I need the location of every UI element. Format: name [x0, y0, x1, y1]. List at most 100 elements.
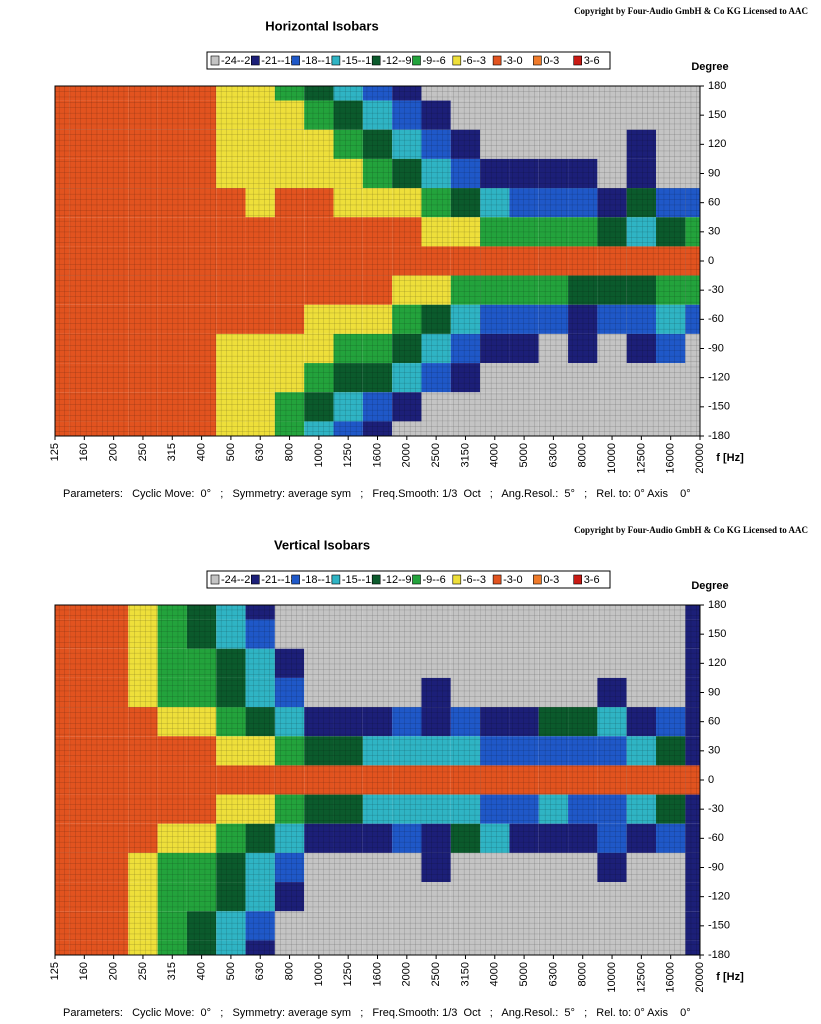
- x-tick-label: 125: [49, 962, 61, 980]
- y-tick-label: -90: [708, 342, 724, 354]
- x-tick-label: 800: [283, 962, 295, 980]
- y-tick-label: 180: [708, 80, 726, 92]
- x-tick-label: 4000: [489, 443, 501, 467]
- legend-label: -21--18: [261, 574, 296, 586]
- grid-mesh: [54, 85, 701, 437]
- legend-swatch: [533, 574, 542, 585]
- y-tick-label: 90: [708, 686, 720, 698]
- legend-label: 0-3: [543, 574, 559, 586]
- legend-label: 3-6: [584, 55, 600, 67]
- x-tick-label: 10000: [606, 962, 618, 993]
- x-axis-label: f [Hz]: [716, 971, 744, 983]
- y-tick-label: 180: [708, 599, 726, 611]
- x-tick-label: 20000: [694, 443, 706, 474]
- x-tick-label: 630: [254, 962, 266, 980]
- legend-swatch: [573, 574, 583, 585]
- y-tick-label: -120: [708, 891, 730, 903]
- legend-label: -15--12: [342, 574, 377, 586]
- x-tick-label: 10000: [606, 443, 618, 474]
- legend-label: -15--12: [342, 55, 377, 67]
- y-tick-label: -90: [708, 861, 724, 873]
- legend-label: -24--21: [221, 574, 256, 586]
- x-tick-label: 2000: [401, 962, 413, 986]
- x-tick-label: 2500: [430, 443, 442, 467]
- y-tick-label: 120: [708, 657, 726, 669]
- legend-label: -9--6: [423, 574, 446, 586]
- y-tick-label: -60: [708, 313, 724, 325]
- legend-label: -3-0: [503, 574, 523, 586]
- legend-label: -3-0: [503, 55, 523, 67]
- x-tick-label: 12500: [635, 962, 647, 993]
- y-tick-label: -180: [708, 430, 730, 442]
- x-tick-label: 8000: [577, 962, 589, 986]
- y-tick-label: 150: [708, 628, 726, 640]
- x-tick-label: 500: [225, 443, 237, 461]
- x-tick-label: 315: [166, 962, 178, 980]
- legend-swatch: [331, 574, 341, 585]
- y-tick-label: 0: [708, 255, 714, 267]
- y-tick-label: -120: [708, 372, 730, 384]
- x-tick-label: 1600: [371, 962, 383, 986]
- legend-label: -18--15: [302, 574, 337, 586]
- y-tick-label: -180: [708, 949, 730, 961]
- chart-title: Vertical Isobars: [274, 537, 370, 552]
- y-tick-label: 120: [708, 138, 726, 150]
- x-tick-label: 3150: [459, 962, 471, 986]
- grid-mesh: [54, 604, 701, 956]
- x-tick-label: 160: [78, 443, 90, 461]
- x-tick-label: 5000: [518, 962, 530, 986]
- legend-swatch: [251, 574, 260, 585]
- legend-swatch: [291, 574, 300, 585]
- x-tick-label: 500: [225, 962, 237, 980]
- y-tick-label: -150: [708, 920, 730, 932]
- x-tick-label: 16000: [665, 443, 677, 474]
- x-tick-label: 1000: [313, 443, 325, 467]
- x-tick-label: 1250: [342, 962, 354, 986]
- parameters: Parameters: Cyclic Move: 0° ; Symmetry: …: [63, 488, 691, 500]
- y-tick-label: 0: [708, 774, 714, 786]
- copyright: Copyright by Four-Audio GmbH & Co KG Lic…: [574, 525, 808, 535]
- x-tick-label: 125: [49, 443, 61, 461]
- x-tick-label: 3150: [459, 443, 471, 467]
- x-tick-label: 1600: [371, 443, 383, 467]
- legend-swatch: [452, 574, 462, 585]
- parameters: Parameters: Cyclic Move: 0° ; Symmetry: …: [63, 1007, 691, 1019]
- legend-swatch: [492, 574, 502, 585]
- legend-label: 0-3: [543, 55, 559, 67]
- chart-title: Horizontal Isobars: [265, 18, 378, 33]
- legend-label: -12--9: [382, 55, 411, 67]
- legend-label: -9--6: [423, 55, 446, 67]
- x-tick-label: 315: [166, 443, 178, 461]
- x-tick-label: 400: [195, 962, 207, 980]
- y-tick-label: 60: [708, 197, 720, 209]
- x-tick-label: 8000: [577, 443, 589, 467]
- copyright: Copyright by Four-Audio GmbH & Co KG Lic…: [574, 6, 808, 16]
- y-tick-label: 150: [708, 109, 726, 121]
- x-tick-label: 1250: [342, 443, 354, 467]
- x-tick-label: 160: [78, 962, 90, 980]
- legend-swatch: [573, 55, 583, 66]
- legend-label: 3-6: [584, 574, 600, 586]
- legend-label: -21--18: [261, 55, 296, 67]
- x-tick-label: 2500: [430, 962, 442, 986]
- x-tick-label: 800: [283, 443, 295, 461]
- y-tick-label: -30: [708, 803, 724, 815]
- legend-label: -24--21: [221, 55, 256, 67]
- x-tick-label: 16000: [665, 962, 677, 993]
- y-axis-label: Degree: [691, 61, 728, 73]
- legend-swatch: [452, 55, 462, 66]
- x-tick-label: 2000: [401, 443, 413, 467]
- y-tick-label: 30: [708, 226, 720, 238]
- legend-label: -12--9: [382, 574, 411, 586]
- y-tick-label: -30: [708, 284, 724, 296]
- legend-swatch: [331, 55, 341, 66]
- legend-label: -6--3: [463, 574, 486, 586]
- x-tick-label: 6300: [547, 962, 559, 986]
- y-tick-label: 60: [708, 716, 720, 728]
- legend-swatch: [371, 574, 381, 585]
- legend-swatch: [210, 55, 220, 66]
- legend-label: -18--15: [302, 55, 337, 67]
- x-tick-label: 12500: [635, 443, 647, 474]
- x-tick-label: 6300: [547, 443, 559, 467]
